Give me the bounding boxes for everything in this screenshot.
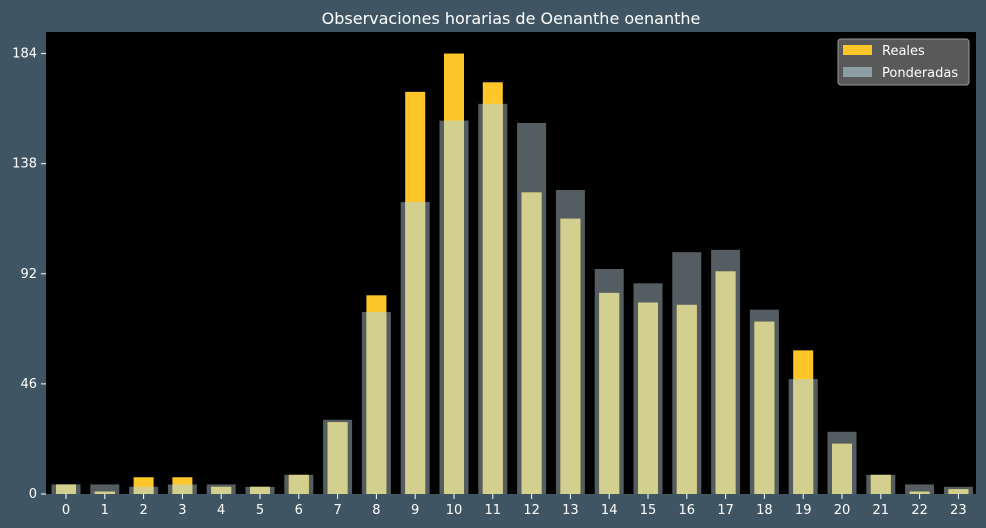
x-tick-label: 23: [950, 503, 967, 518]
bar-overlap: [327, 422, 348, 494]
x-tick-label: 1: [101, 503, 109, 518]
y-tick-label: 138: [12, 157, 37, 172]
x-tick-label: 18: [756, 503, 773, 518]
bar-overlap: [288, 474, 309, 494]
legend-label-ponderadas: Ponderadas: [882, 66, 958, 81]
bars-group: [51, 53, 973, 495]
bar-overlap: [560, 218, 581, 494]
y-axis: 0 46 92 138 184: [12, 47, 46, 502]
bar-overlap: [832, 443, 852, 494]
x-tick-label: 21: [873, 503, 890, 518]
bar-overlap: [793, 379, 814, 494]
x-tick-label: 6: [295, 503, 303, 518]
legend-label-reales: Reales: [882, 44, 925, 59]
bar-overlap: [676, 304, 697, 494]
x-tick-label: 8: [372, 503, 380, 518]
x-tick-label: 7: [333, 503, 341, 518]
x-tick-label: 4: [217, 503, 225, 518]
bar-overlap: [405, 201, 426, 494]
x-tick-label: 16: [679, 503, 696, 518]
x-tick-label: 2: [139, 503, 147, 518]
bar-overlap: [715, 271, 736, 494]
bar-overlap: [870, 474, 891, 494]
x-tick-label: 11: [485, 503, 502, 518]
x-tick-label: 9: [411, 503, 419, 518]
x-tick-label: 19: [795, 503, 812, 518]
x-tick-label: 22: [911, 503, 928, 518]
y-tick-label: 46: [20, 377, 37, 392]
legend-swatch-ponderadas: [843, 67, 872, 77]
plot-area: [46, 32, 976, 494]
bar-overlap: [56, 484, 76, 494]
x-tick-label: 3: [178, 503, 186, 518]
bar-overlap: [366, 312, 387, 494]
x-axis: 0 1 2 3 4 5 6 7 8 9 10 11 12 13 14 15 16 17 18 19 20 21 22 23: [62, 494, 967, 518]
legend-swatch-reales: [843, 45, 872, 55]
bar-overlap: [444, 120, 464, 494]
bar-overlap: [948, 489, 969, 494]
bar-overlap: [250, 486, 270, 494]
y-tick-label: 0: [29, 487, 37, 502]
y-tick-label: 184: [12, 47, 37, 62]
x-tick-label: 14: [601, 503, 618, 518]
bar-ponderadas: [905, 484, 935, 494]
x-tick-label: 10: [446, 503, 463, 518]
bar-overlap: [172, 484, 193, 494]
bar-overlap: [638, 302, 658, 494]
y-tick-label: 92: [20, 267, 37, 282]
bar-overlap: [754, 321, 775, 494]
x-tick-label: 12: [523, 503, 540, 518]
x-tick-label: 0: [62, 503, 70, 518]
x-tick-label: 20: [834, 503, 851, 518]
bar-overlap: [909, 491, 930, 494]
chart-title: Observaciones horarias de Oenanthe oenan…: [322, 9, 701, 28]
x-tick-label: 17: [717, 503, 734, 518]
bar-overlap: [521, 192, 542, 494]
bar-ponderadas: [90, 484, 120, 494]
bar-overlap: [599, 292, 620, 494]
bar-overlap: [133, 486, 154, 494]
x-tick-label: 5: [256, 503, 264, 518]
x-tick-label: 13: [562, 503, 579, 518]
bar-overlap: [482, 103, 503, 494]
x-tick-label: 15: [640, 503, 657, 518]
bar-overlap: [94, 491, 115, 494]
bar-overlap: [211, 486, 232, 494]
legend: Reales Ponderadas: [837, 38, 970, 86]
